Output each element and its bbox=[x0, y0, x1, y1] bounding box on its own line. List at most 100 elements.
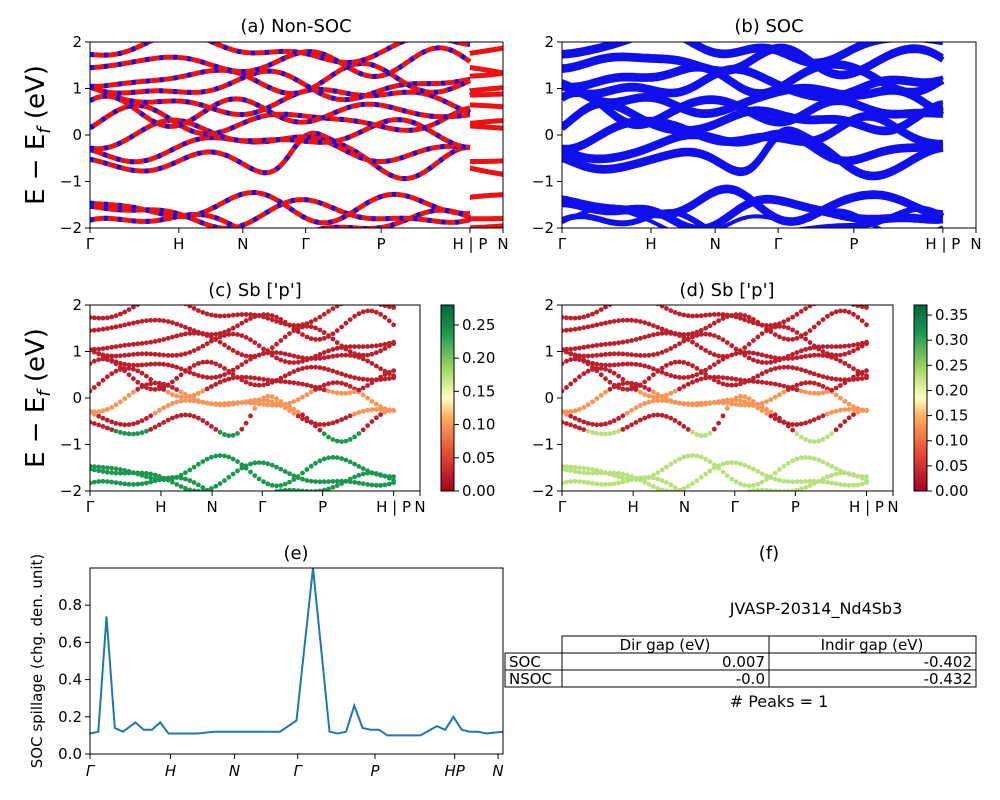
scatter-point bbox=[846, 309, 852, 315]
scatter-point bbox=[239, 462, 245, 468]
scatter-point bbox=[343, 352, 349, 358]
scatter-point bbox=[131, 431, 136, 437]
scatter-point bbox=[174, 364, 180, 370]
scatter-point bbox=[581, 479, 587, 485]
scatter-point bbox=[96, 346, 102, 352]
scatter-point bbox=[278, 483, 284, 488]
scatter-point bbox=[178, 394, 184, 400]
x-tick-label: H | P bbox=[925, 235, 960, 253]
scatter-point bbox=[170, 401, 175, 406]
scatter-point bbox=[820, 479, 826, 485]
scatter-point bbox=[562, 388, 565, 394]
scatter-point bbox=[334, 370, 340, 375]
scatter-point bbox=[356, 311, 362, 317]
scatter-point bbox=[820, 374, 826, 379]
scatter-point bbox=[577, 353, 582, 359]
scatter-point bbox=[637, 353, 643, 358]
scatter-point bbox=[360, 392, 366, 398]
scatter-point bbox=[144, 373, 149, 379]
scatter-point bbox=[825, 344, 830, 349]
scatter-point bbox=[711, 426, 717, 432]
scatter-point bbox=[135, 319, 141, 325]
scatter-point bbox=[851, 404, 856, 410]
scatter-point bbox=[834, 298, 839, 303]
scatter-point bbox=[157, 386, 162, 392]
scatter-point bbox=[785, 364, 791, 370]
x-tick-label: HP bbox=[445, 762, 466, 780]
scatter-point bbox=[343, 479, 349, 484]
scatter-point bbox=[269, 462, 275, 468]
scatter-point bbox=[838, 308, 843, 314]
scatter-point bbox=[746, 355, 752, 361]
scatter-point bbox=[356, 410, 362, 415]
scatter-point bbox=[321, 382, 327, 388]
table-row-nsoc-dir: -0.0 bbox=[736, 670, 765, 688]
scatter-point bbox=[269, 482, 275, 488]
scatter-point bbox=[252, 497, 257, 502]
scatter-point bbox=[777, 488, 782, 491]
scatter-point bbox=[577, 374, 582, 380]
scatter-point bbox=[365, 395, 370, 401]
x-tick-label: Γ bbox=[774, 235, 783, 253]
scatter-point bbox=[816, 415, 822, 421]
scatter-point bbox=[230, 367, 236, 373]
scatter-point bbox=[152, 339, 158, 344]
scatter-point bbox=[781, 478, 787, 484]
scatter-point bbox=[685, 361, 691, 367]
scatter-point bbox=[616, 428, 621, 434]
scatter-point bbox=[603, 482, 608, 487]
scatter-point bbox=[634, 294, 639, 299]
scatter-point bbox=[248, 498, 253, 503]
scatter-point bbox=[716, 465, 721, 471]
scatter-point bbox=[655, 470, 661, 476]
scatter-point bbox=[144, 385, 149, 390]
scatter-point bbox=[321, 350, 327, 355]
scatter-point bbox=[274, 396, 279, 402]
scatter-point bbox=[131, 320, 136, 326]
x-tick-label: H | P bbox=[849, 498, 884, 516]
scatter-point bbox=[282, 334, 288, 340]
scatter-point bbox=[91, 479, 97, 485]
scatter-point bbox=[139, 382, 145, 388]
scatter-point bbox=[213, 331, 219, 337]
scatter-point bbox=[391, 408, 396, 414]
scatter-point bbox=[360, 427, 366, 433]
scatter-point bbox=[585, 421, 591, 426]
scatter-point bbox=[703, 433, 708, 438]
scatter-point bbox=[122, 361, 128, 367]
scatter-point bbox=[855, 341, 861, 347]
scatter-point bbox=[807, 455, 813, 460]
scatter-point bbox=[126, 392, 132, 398]
scatter-point bbox=[585, 368, 591, 374]
scatter-point bbox=[178, 323, 184, 328]
scatter-point bbox=[807, 345, 813, 351]
scatter-point bbox=[287, 379, 292, 385]
scatter-point bbox=[816, 346, 822, 352]
scatter-point bbox=[742, 482, 748, 488]
scatter-point bbox=[386, 407, 392, 413]
scatter-point bbox=[624, 339, 630, 344]
scatter-point bbox=[562, 480, 565, 486]
scatter-point bbox=[213, 401, 219, 407]
scatter-point bbox=[282, 405, 288, 411]
scatter-point bbox=[139, 418, 145, 424]
scatter-point bbox=[373, 471, 379, 477]
scatter-point bbox=[343, 373, 349, 378]
scatter-point bbox=[326, 334, 331, 339]
scatter-point bbox=[213, 381, 219, 387]
scatter-point bbox=[825, 461, 830, 467]
scatter-point bbox=[651, 299, 656, 304]
scatter-point bbox=[334, 305, 340, 309]
scatter-point bbox=[248, 375, 253, 380]
scatter-point bbox=[300, 394, 305, 400]
scatter-point bbox=[235, 350, 240, 356]
scatter-point bbox=[668, 482, 674, 488]
scatter-point bbox=[183, 470, 188, 476]
scatter-point bbox=[308, 478, 314, 484]
scatter-point bbox=[646, 321, 652, 327]
scatter-point bbox=[790, 355, 795, 361]
scatter-point bbox=[742, 313, 748, 318]
scatter-point bbox=[825, 411, 830, 417]
scatter-point bbox=[165, 417, 171, 423]
scatter-point bbox=[616, 385, 621, 390]
